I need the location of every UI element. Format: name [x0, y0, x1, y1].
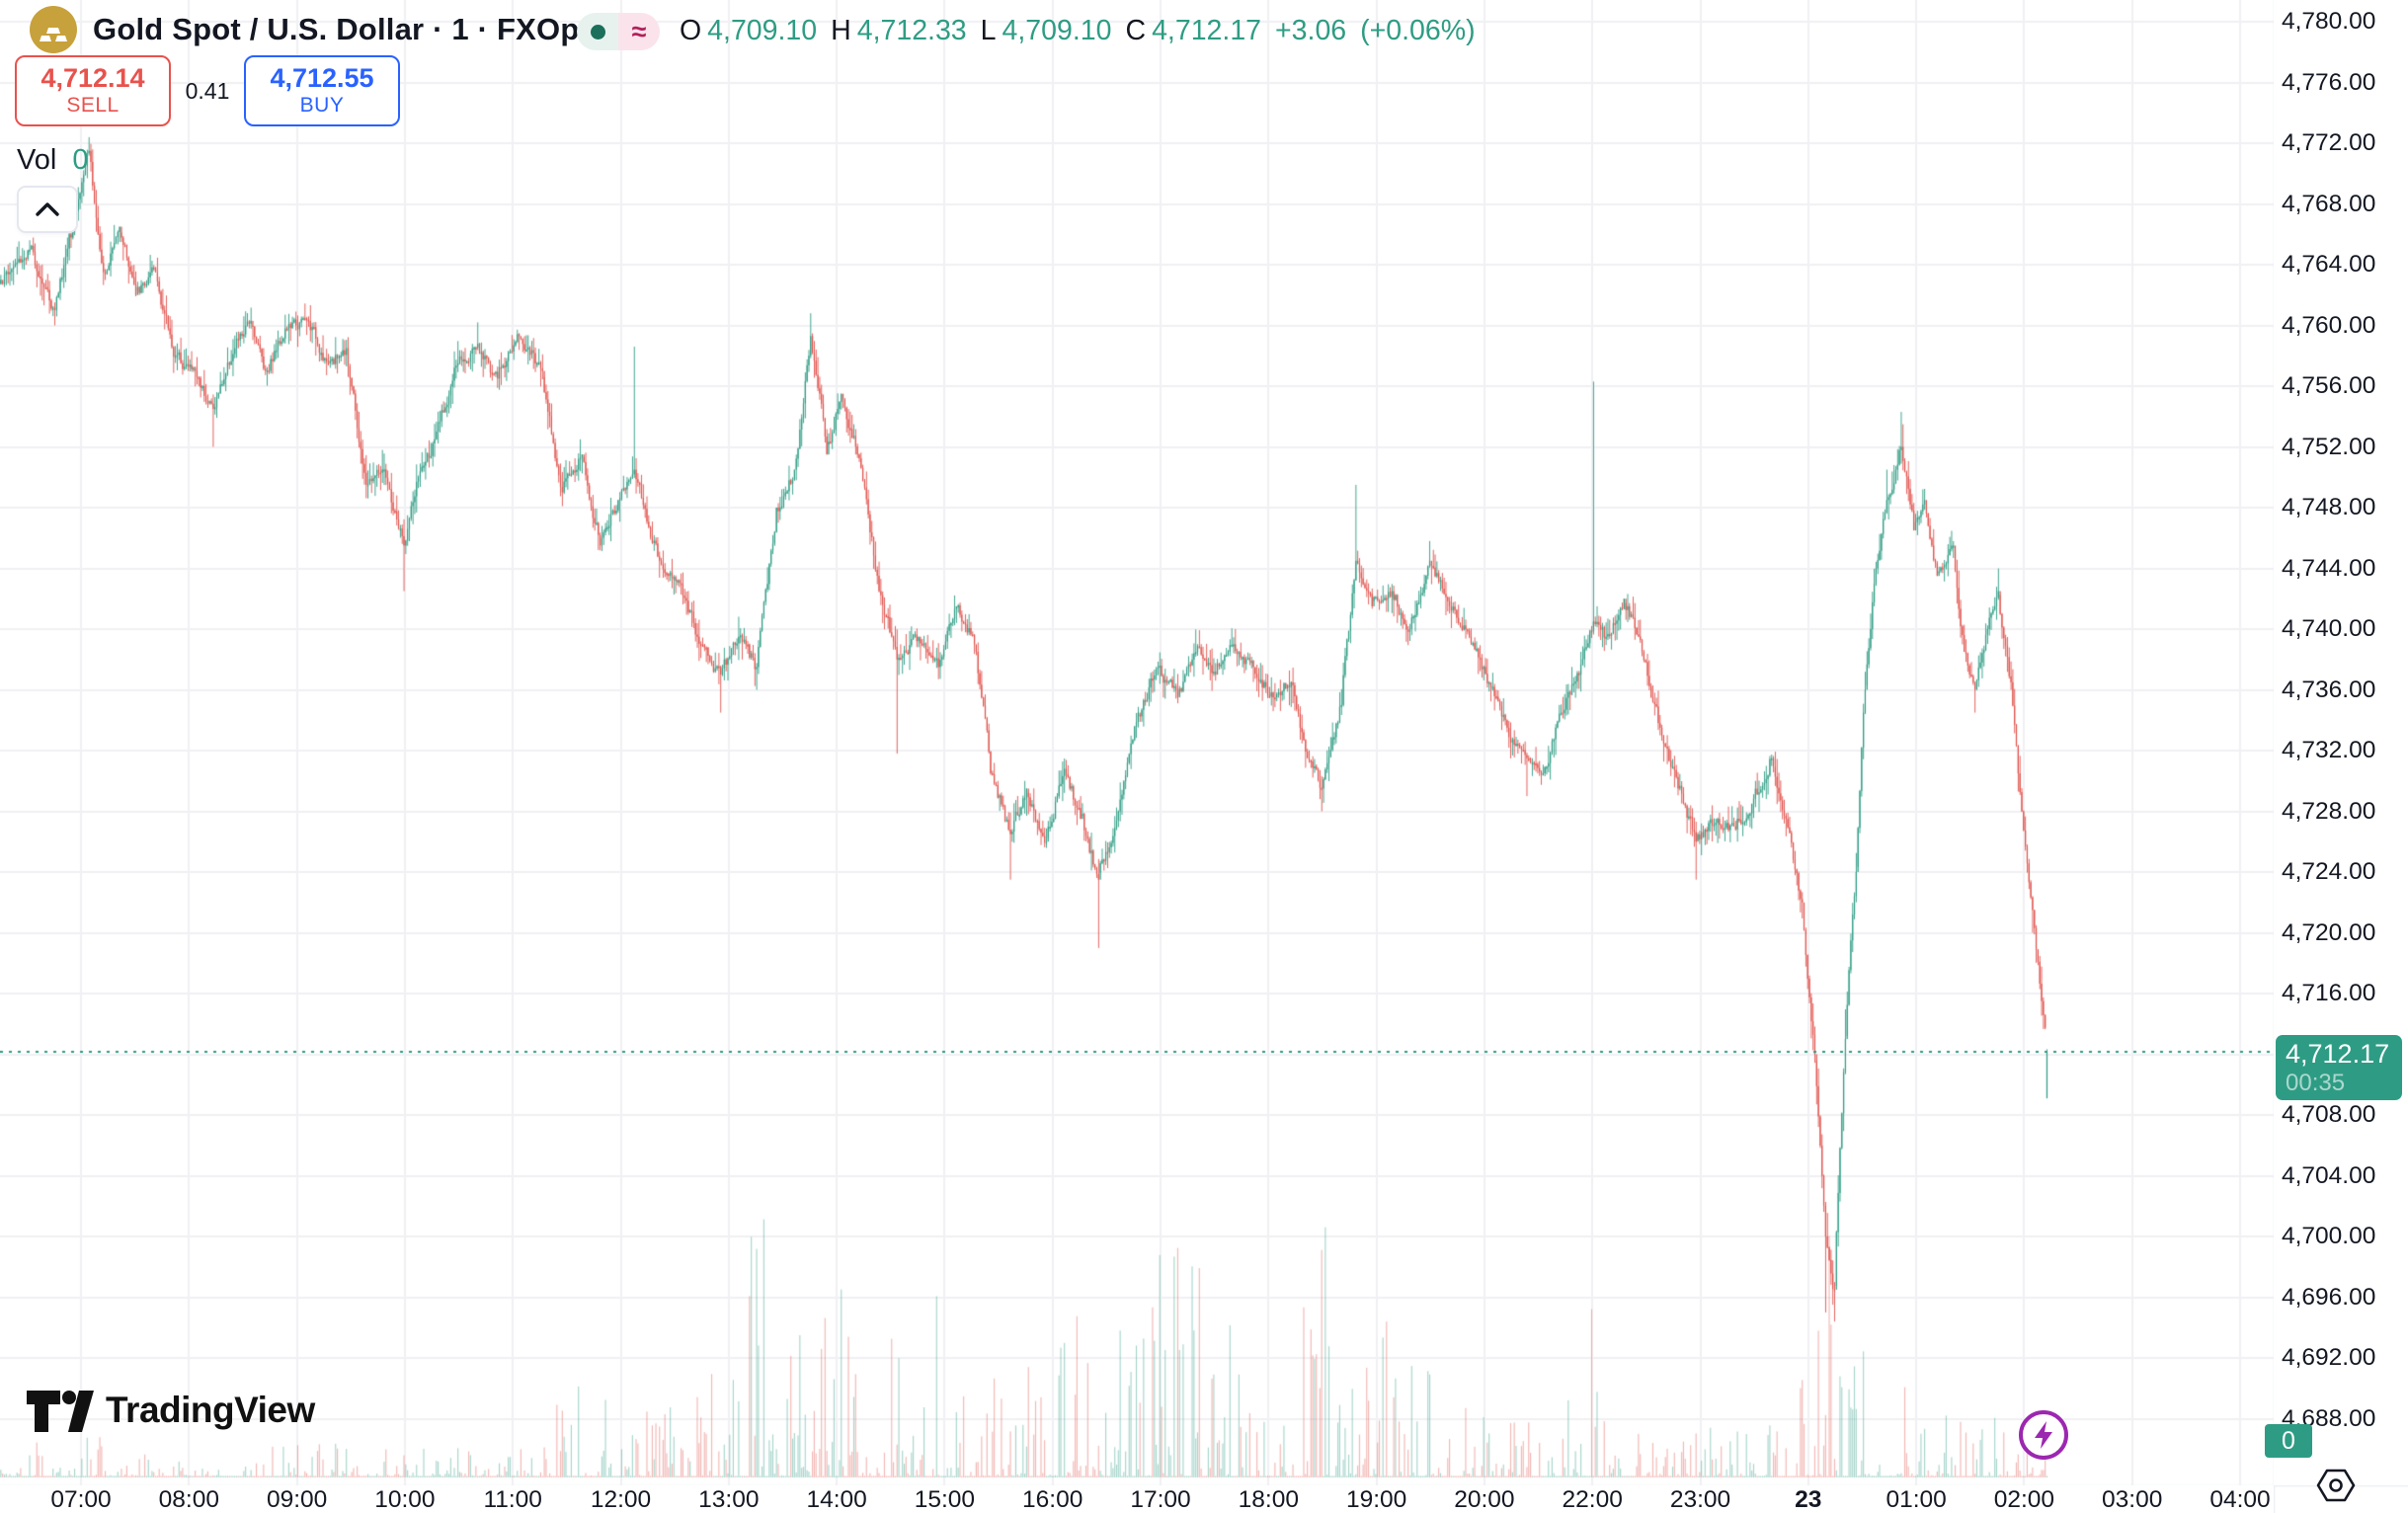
time-tick-label: 20:00	[1454, 1486, 1515, 1513]
price-tick-label: 4,708.00	[2282, 1101, 2376, 1128]
tradingview-mark-icon	[27, 1391, 94, 1432]
time-tick-label: 08:00	[158, 1486, 219, 1513]
time-tick-label: 11:00	[483, 1486, 542, 1513]
symbol-title[interactable]: Gold Spot / U.S. Dollar · 1 · FXOpen	[93, 12, 616, 46]
buy-button[interactable]: 4,712.55 BUY	[244, 55, 400, 126]
time-tick-label: 22:00	[1562, 1486, 1623, 1513]
price-tick-label: 4,724.00	[2282, 858, 2376, 885]
time-tick-label: 17:00	[1130, 1486, 1191, 1513]
time-tick-label: 02:00	[1993, 1486, 2055, 1513]
tradingview-logo-text: TradingView	[106, 1390, 315, 1430]
spread-value: 0.41	[185, 77, 230, 104]
open-label: O	[680, 15, 702, 46]
lightning-icon[interactable]	[2017, 1408, 2070, 1462]
price-tick-label: 4,776.00	[2282, 68, 2376, 96]
volume-value: 0	[2282, 1426, 2295, 1455]
time-tick-label: 12:00	[590, 1486, 652, 1513]
last-price-value: 4,712.17	[2286, 1039, 2390, 1069]
time-axis[interactable]: 07:00 08:00 09:00 10:00 11:00 12:00 13:00 14:00…	[0, 1485, 2274, 1513]
volume-legend-value: 0	[72, 144, 89, 176]
price-tick-label: 4,740.00	[2282, 615, 2376, 642]
volume-value-badge: 0	[2265, 1424, 2312, 1458]
price-tick-label: 4,748.00	[2282, 494, 2376, 520]
change-value: +3.06	[1275, 15, 1347, 46]
time-tick-label: 07:00	[50, 1486, 112, 1513]
collapse-legend-button[interactable]	[17, 186, 78, 233]
price-tick-label: 4,764.00	[2282, 251, 2376, 278]
gold-bars-icon	[30, 6, 77, 53]
time-tick-label: 14:00	[806, 1486, 867, 1513]
ohlc-readout: O 4,709.10 H 4,712.33 L 4,709.10 C 4,712…	[680, 15, 1476, 47]
time-tick-label: 15:00	[914, 1486, 976, 1513]
price-tick-label: 4,692.00	[2282, 1344, 2376, 1371]
price-tick-label: 4,736.00	[2282, 676, 2376, 703]
high-value: 4,712.33	[856, 15, 967, 46]
high-label: H	[831, 15, 851, 46]
time-tick-label: 09:00	[266, 1486, 328, 1513]
price-tick-label: 4,752.00	[2282, 433, 2376, 460]
price-axis[interactable]: 4,780.00 4,776.00 4,772.00 4,768.00 4,764.00…	[2274, 0, 2408, 1485]
sell-label: SELL	[66, 94, 120, 117]
time-tick-label: 04:00	[2209, 1486, 2271, 1513]
price-tick-label: 4,744.00	[2282, 554, 2376, 582]
price-tick-label: 4,768.00	[2282, 190, 2376, 217]
last-price-badge: 4,712.17 00:35	[2276, 1035, 2402, 1100]
low-label: L	[980, 15, 997, 46]
price-tick-label: 4,716.00	[2282, 980, 2376, 1006]
sell-price: 4,712.14	[40, 63, 145, 93]
close-value: 4,712.17	[1152, 15, 1262, 46]
approx-price-icon: ≈	[618, 13, 660, 50]
chevron-up-icon	[36, 202, 59, 216]
time-tick-label: 03:00	[2102, 1486, 2163, 1513]
price-tick-label: 4,720.00	[2282, 918, 2376, 946]
time-tick-label: 19:00	[1345, 1486, 1407, 1513]
price-tick-label: 4,780.00	[2282, 8, 2376, 35]
market-status-chip[interactable]: ≈	[577, 13, 660, 50]
hexagon-dot-icon[interactable]	[2315, 1466, 2357, 1505]
volume-legend-label: Vol	[17, 144, 57, 176]
price-tick-label: 4,732.00	[2282, 737, 2376, 763]
price-tick-label: 4,756.00	[2282, 372, 2376, 399]
time-tick-label: 23	[1795, 1486, 1822, 1513]
price-tick-label: 4,760.00	[2282, 311, 2376, 339]
open-value: 4,709.10	[707, 15, 818, 46]
change-percent: (+0.06%)	[1360, 15, 1476, 46]
price-tick-label: 4,700.00	[2282, 1223, 2376, 1249]
low-value: 4,709.10	[1002, 15, 1112, 46]
buy-price: 4,712.55	[270, 63, 374, 93]
tradingview-logo[interactable]: TradingView	[25, 1387, 315, 1434]
time-tick-label: 23:00	[1669, 1486, 1731, 1513]
buy-label: BUY	[299, 94, 345, 117]
price-tick-label: 4,772.00	[2282, 129, 2376, 156]
sell-button[interactable]: 4,712.14 SELL	[15, 55, 171, 126]
bar-countdown: 00:35	[2286, 1070, 2346, 1096]
time-tick-label: 10:00	[374, 1486, 436, 1513]
trade-buttons: 4,712.14 SELL 0.41 4,712.55 BUY	[15, 55, 400, 126]
price-tick-label: 4,696.00	[2282, 1283, 2376, 1311]
volume-legend: Vol 0	[17, 144, 88, 177]
close-label: C	[1125, 15, 1147, 46]
price-tick-label: 4,704.00	[2282, 1161, 2376, 1189]
time-tick-label: 18:00	[1238, 1486, 1299, 1513]
market-status-dot-icon	[577, 13, 618, 50]
time-tick-label: 16:00	[1022, 1486, 1084, 1513]
time-tick-label: 13:00	[698, 1486, 760, 1513]
price-tick-label: 4,728.00	[2282, 797, 2376, 825]
time-tick-label: 01:00	[1886, 1486, 1947, 1513]
